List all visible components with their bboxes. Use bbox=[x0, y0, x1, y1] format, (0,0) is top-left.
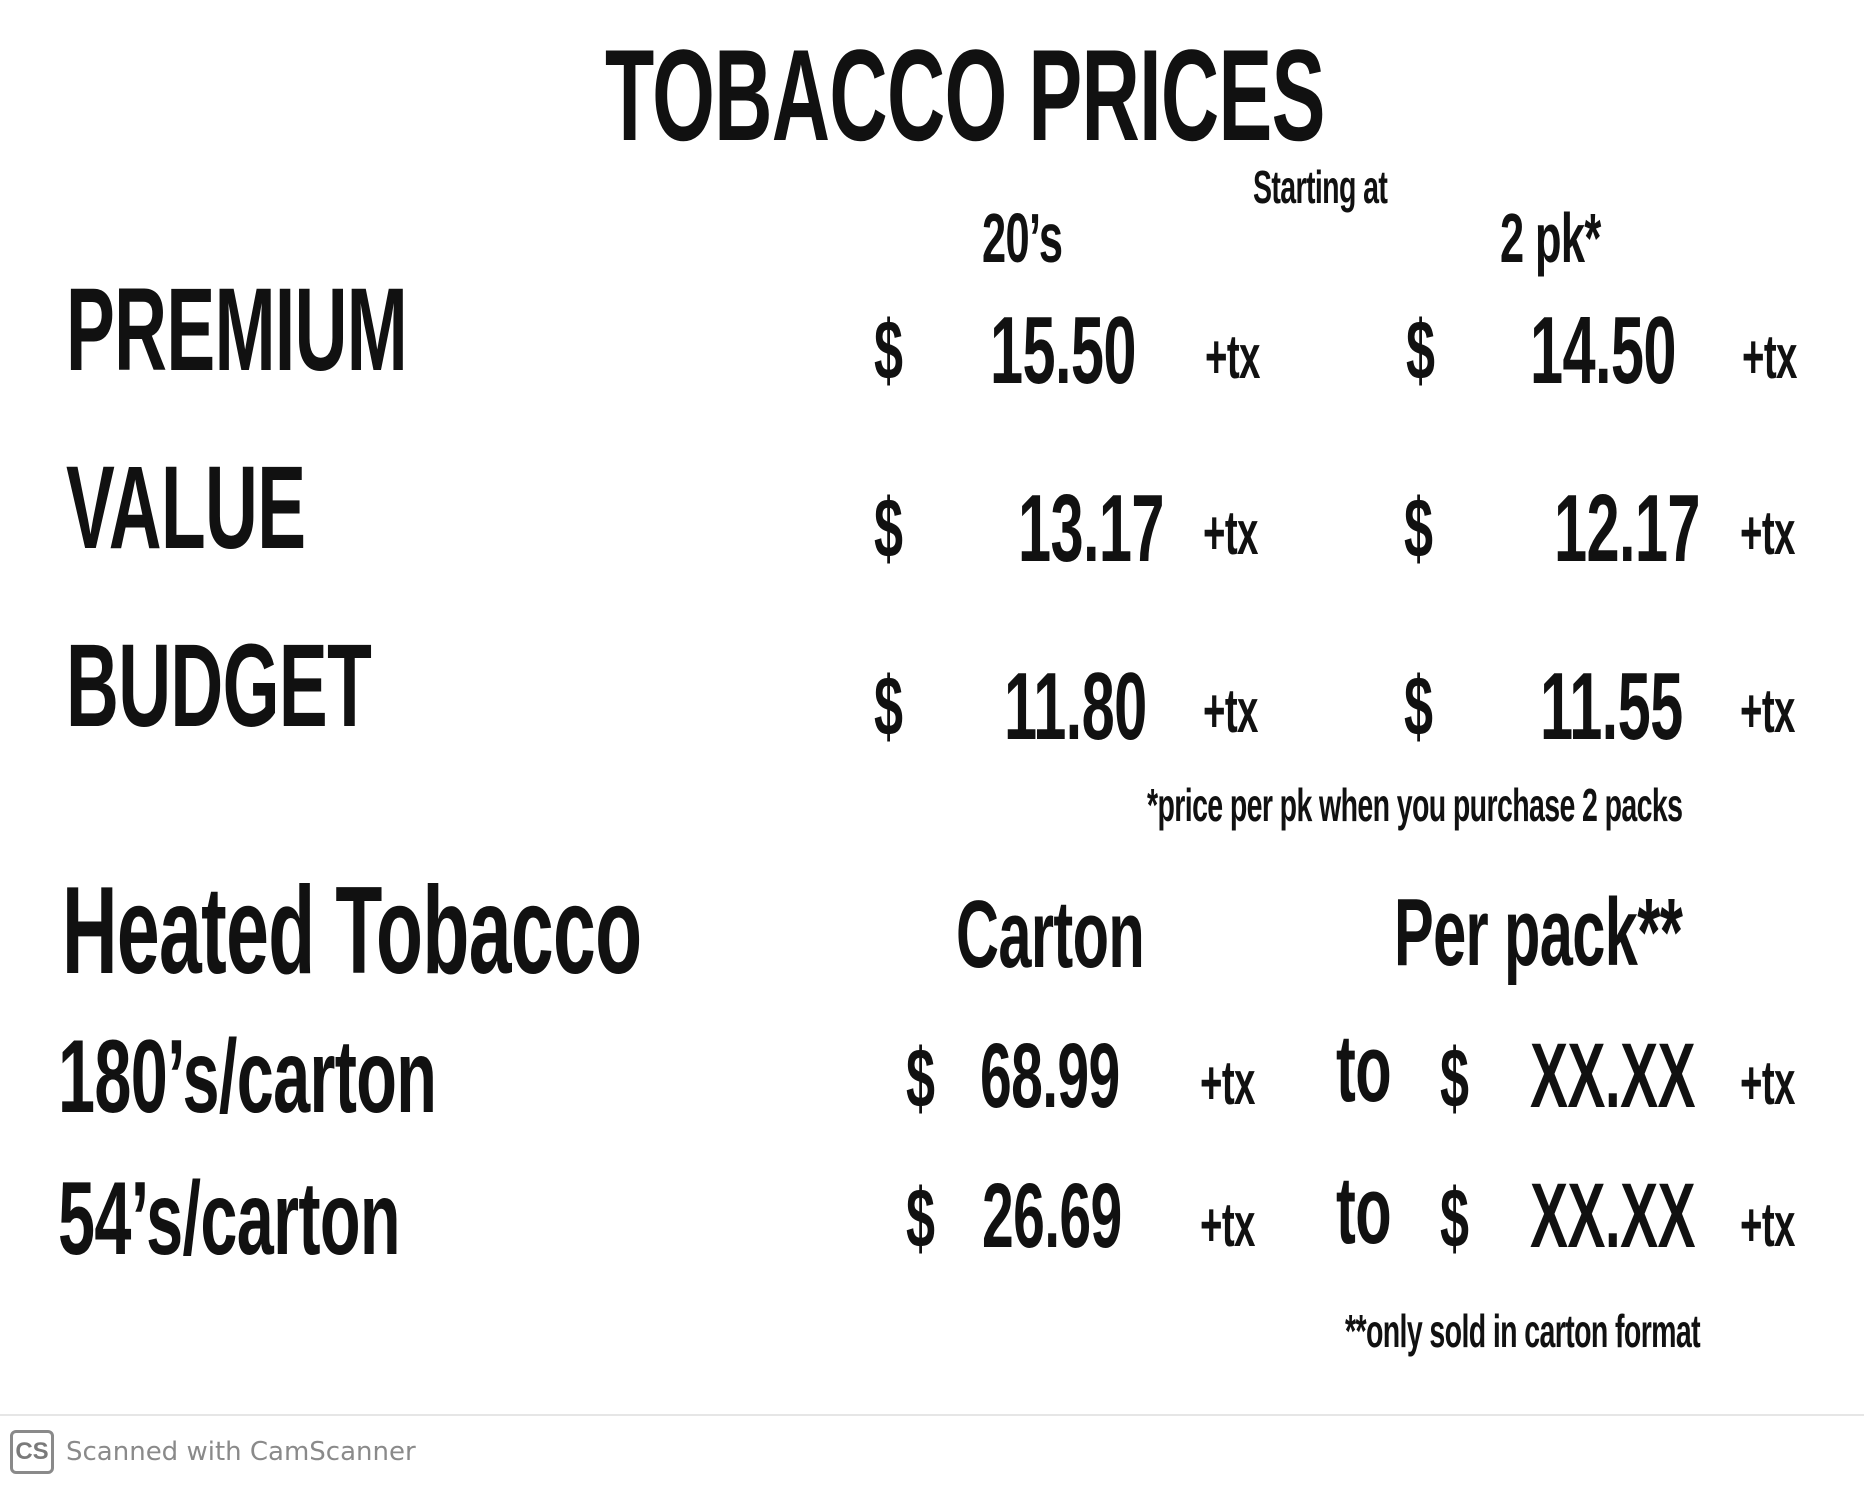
heated-tobacco-heading: Heated Tobacco bbox=[62, 862, 642, 1000]
tax-suffix: +tx bbox=[1203, 677, 1258, 746]
tax-suffix: +tx bbox=[1742, 323, 1797, 392]
two-pack-footnote: *price per pk when you purchase 2 packs bbox=[1147, 779, 1683, 831]
dollar-sign: $ bbox=[906, 1171, 935, 1265]
column-header-per-pack: Per pack** bbox=[1394, 879, 1683, 986]
price-54s-carton: 26.69 bbox=[982, 1165, 1122, 1267]
carton-footnote: **only sold in carton format bbox=[1345, 1305, 1701, 1357]
scanner-watermark-text: Scanned with CamScanner bbox=[66, 1437, 416, 1467]
page-bottom-edge bbox=[0, 1414, 1864, 1416]
range-to-label: to bbox=[1336, 1157, 1392, 1264]
tax-suffix: +tx bbox=[1205, 323, 1260, 392]
dollar-sign: $ bbox=[874, 303, 903, 397]
dollar-sign: $ bbox=[1440, 1031, 1469, 1125]
tax-suffix: +tx bbox=[1740, 499, 1795, 568]
price-premium-20s: 15.50 bbox=[990, 297, 1136, 404]
row-label-54s-carton: 54’s/carton bbox=[58, 1161, 401, 1277]
row-label-budget: BUDGET bbox=[66, 620, 372, 752]
dollar-sign: $ bbox=[874, 659, 903, 753]
column-header-carton: Carton bbox=[956, 881, 1145, 988]
page-title: TOBACCO PRICES bbox=[605, 22, 1325, 168]
dollar-sign: $ bbox=[1440, 1171, 1469, 1265]
dollar-sign: $ bbox=[874, 481, 903, 575]
dollar-sign: $ bbox=[1404, 659, 1433, 753]
tax-suffix: +tx bbox=[1740, 1049, 1795, 1118]
price-budget-2pk: 11.55 bbox=[1540, 653, 1683, 760]
row-label-premium: PREMIUM bbox=[66, 264, 408, 396]
starting-at-label: Starting at bbox=[1253, 161, 1388, 213]
price-premium-2pk: 14.50 bbox=[1530, 297, 1676, 404]
row-label-180s-carton: 180’s/carton bbox=[58, 1019, 437, 1135]
range-to-label: to bbox=[1336, 1015, 1392, 1122]
row-label-value: VALUE bbox=[66, 442, 306, 574]
tax-suffix: +tx bbox=[1203, 499, 1258, 568]
price-180s-carton: 68.99 bbox=[980, 1025, 1120, 1127]
dollar-sign: $ bbox=[1406, 303, 1435, 397]
price-value-2pk: 12.17 bbox=[1554, 475, 1700, 582]
column-header-20s: 20’s bbox=[982, 199, 1063, 277]
camscanner-logo-icon: CS bbox=[10, 1430, 54, 1474]
column-header-2pk: 2 pk* bbox=[1500, 199, 1601, 277]
tax-suffix: +tx bbox=[1200, 1049, 1255, 1118]
price-value-20s: 13.17 bbox=[1018, 475, 1164, 582]
price-180s-per-pack: XX.XX bbox=[1530, 1025, 1696, 1127]
price-budget-20s: 11.80 bbox=[1004, 653, 1147, 760]
tax-suffix: +tx bbox=[1200, 1191, 1255, 1260]
tax-suffix: +tx bbox=[1740, 677, 1795, 746]
dollar-sign: $ bbox=[1404, 481, 1433, 575]
tax-suffix: +tx bbox=[1740, 1191, 1795, 1260]
price-54s-per-pack: XX.XX bbox=[1530, 1165, 1696, 1267]
dollar-sign: $ bbox=[906, 1031, 935, 1125]
